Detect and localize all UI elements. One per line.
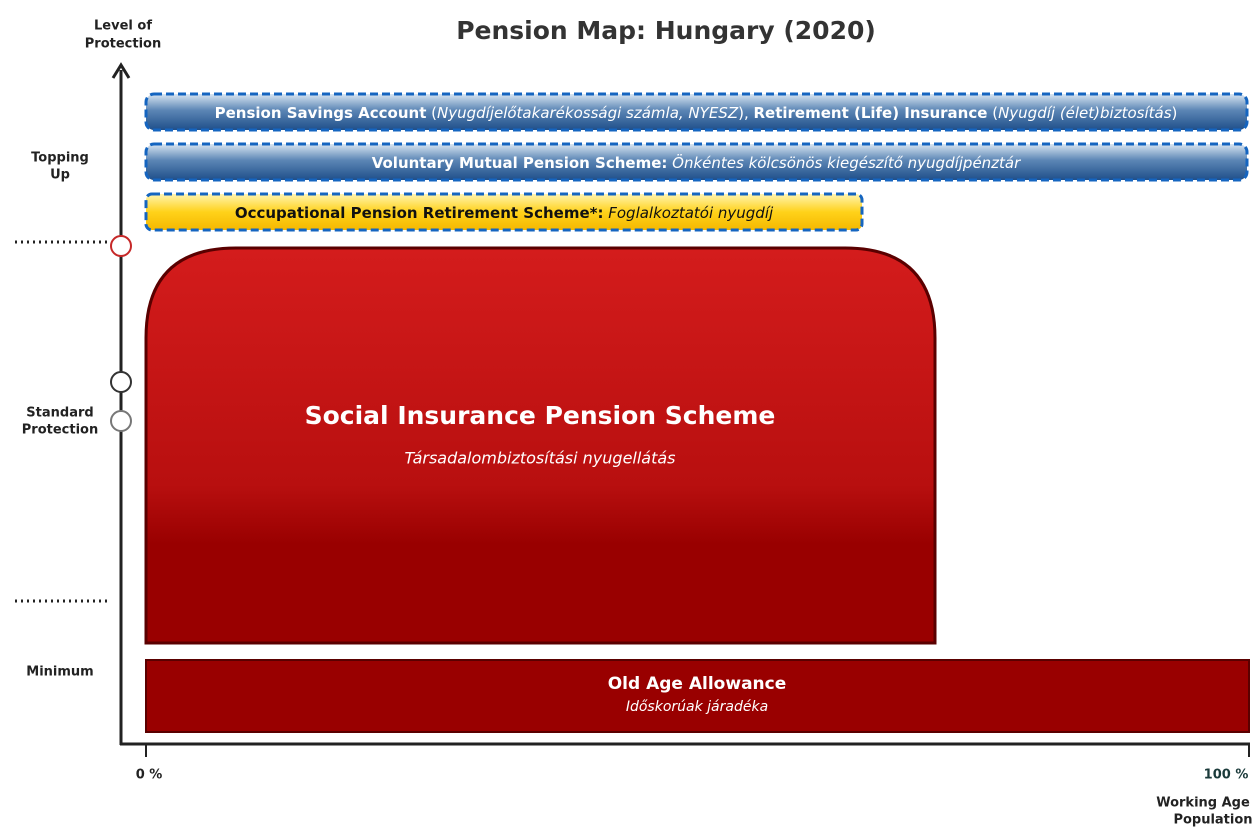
- local: Nyugdíj (élet)biztosítás: [998, 104, 1172, 122]
- level-label: Standard: [26, 406, 93, 421]
- level-label: Up: [50, 168, 70, 183]
- x-axis-label: Population: [1173, 813, 1252, 827]
- name: Pension Savings Account: [215, 104, 427, 122]
- scheme-label: Pension Savings Account (Nyugdíjelőtakar…: [215, 104, 1178, 122]
- local: Önkéntes kölcsönös kiegészítő nyugdíjpén…: [667, 153, 1021, 172]
- x-start: 0 %: [136, 768, 163, 783]
- marker: [110, 235, 132, 257]
- y-axis-label: Level of: [94, 19, 152, 34]
- level-label: Topping: [31, 151, 89, 166]
- title: Pension Map: Hungary (2020): [456, 16, 876, 45]
- name: Occupational Pension Retirement Scheme*:: [235, 204, 604, 222]
- scheme-local: Időskorúak járadéka: [626, 699, 768, 715]
- scheme-name: Old Age Allowance: [608, 674, 787, 694]
- scheme-block: [144, 246, 937, 645]
- local: Nyugdíjelőtakarékossági számla, NYESZ: [437, 104, 739, 122]
- name: Retirement (Life) Insurance: [753, 104, 987, 122]
- scheme-label: Occupational Pension Retirement Scheme*:…: [235, 204, 774, 222]
- y-axis-label: Protection: [85, 37, 161, 52]
- text: ): [1172, 104, 1178, 122]
- marker: [110, 410, 132, 432]
- level-label: Minimum: [26, 665, 93, 680]
- x-axis-label: Working Age: [1156, 796, 1250, 811]
- x-end: 100 %: [1204, 768, 1249, 783]
- local: Foglalkoztatói nyugdíj: [603, 204, 774, 222]
- scheme-bar: [144, 92, 1249, 132]
- marker: [110, 371, 132, 393]
- level-label: Protection: [22, 423, 98, 438]
- scheme-bar: [144, 192, 864, 232]
- scheme-name: Social Insurance Pension Scheme: [305, 401, 776, 430]
- scheme-block: [145, 659, 1250, 733]
- text: ),: [738, 104, 753, 122]
- scheme-bar: [144, 142, 1249, 182]
- text: (: [987, 104, 998, 122]
- y-arrow: [111, 62, 131, 79]
- name: Voluntary Mutual Pension Scheme:: [372, 154, 668, 172]
- scheme-label: Voluntary Mutual Pension Scheme: Önkénte…: [372, 153, 1021, 172]
- text: (: [426, 104, 437, 122]
- scheme-local: Társadalombiztosítási nyugellátás: [404, 449, 675, 468]
